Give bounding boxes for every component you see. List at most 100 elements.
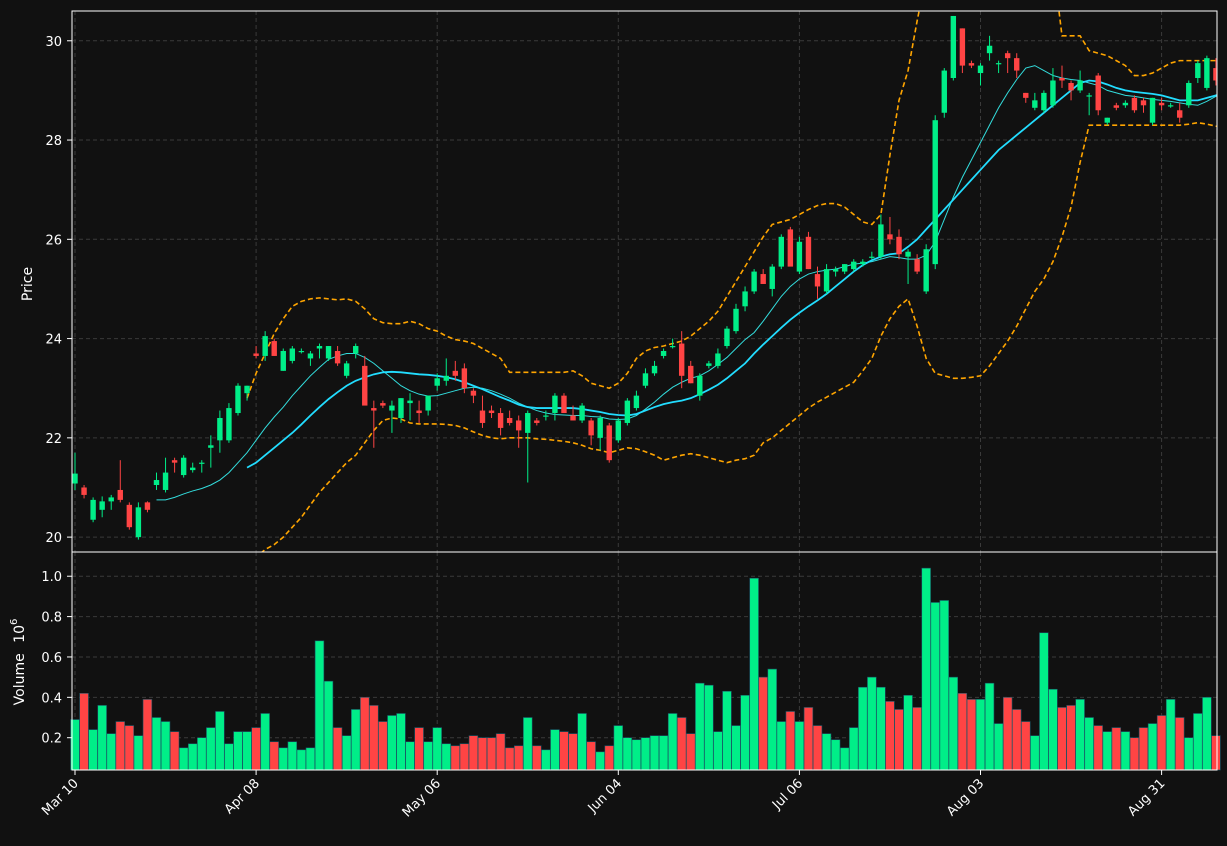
candle-body-up [751,272,756,292]
candle-body-down [453,371,458,376]
volume-bar [904,695,913,770]
volume-bar [560,732,569,770]
volume-bar [170,732,179,770]
volume-bar [89,730,98,770]
volume-bar [1175,718,1184,770]
candle-body-up [661,351,666,356]
candle-body-up [353,346,358,353]
volume-bar [786,711,795,770]
volume-bar [985,683,994,770]
candle-body-up [552,396,557,413]
candle-body-up [733,309,738,331]
volume-bar [324,681,333,770]
volume-bar [822,734,831,770]
candle-body-up [217,418,222,440]
candle-body-up [643,373,648,385]
volume-bar [1139,728,1148,770]
candle-body-down [914,259,919,271]
volume-bar [1157,716,1166,771]
candle-body-down [253,353,258,355]
candle-body-down [480,411,485,423]
volume-bar [777,722,786,770]
candle-body-up [407,401,412,403]
volume-bar [397,713,406,770]
volume-bar [315,641,324,770]
candle-body-down [815,274,820,286]
candle-body-down [534,420,539,422]
volume-bar [505,748,514,770]
candle-body-down [1132,98,1137,110]
volume-bar [551,730,560,770]
volume-label-word: Volume [12,653,28,705]
candle-body-down [498,413,503,428]
candle-body-up [326,346,331,358]
volume-bar [732,726,741,770]
volume-bar [596,752,605,770]
candle-body-down [1014,58,1019,70]
volume-bar [1085,718,1094,770]
price-tick-label: 30 [45,35,62,50]
volume-bar [460,744,469,770]
candle-body-up [851,262,856,269]
volume-bar [1148,724,1157,770]
candle-body-up [987,46,992,53]
volume-bar [116,722,125,770]
volume-bar [243,732,252,770]
candle-body-up [797,242,802,272]
candle-body-up [597,418,602,438]
volume-bar [759,677,768,770]
candle-body-up [706,363,711,365]
volume-bar [1212,736,1221,770]
volume-bar [831,740,840,770]
volume-bar [261,713,270,770]
volume-bar [143,699,152,770]
candle-body-down [1141,100,1146,105]
volume-bar [1067,705,1076,770]
volume-bar [406,742,415,770]
volume-bar [677,718,686,770]
candle-body-down [960,28,965,65]
volume-bar [1049,689,1058,770]
candle-body-up [425,396,430,411]
volume-bar [1021,722,1030,770]
candle-body-up [1105,118,1110,123]
volume-bar [80,693,89,770]
volume-bar [813,726,822,770]
volume-bar [1003,697,1012,770]
volume-bar [605,746,614,770]
candle-body-down [1114,105,1119,107]
volume-bar [1103,732,1112,770]
volume-bar [333,728,342,770]
volume-bar [750,578,759,770]
candle-body-up [525,413,530,433]
volume-bar [858,687,867,770]
volume-bar [922,568,931,770]
candle-body-up [99,501,104,509]
candle-body-down [416,411,421,413]
volume-bar [1193,713,1202,770]
volume-bar [840,748,849,770]
candle-body-down [462,368,467,388]
volume-bar [668,713,677,770]
candle-body-down [887,234,892,239]
candle-body-up [226,408,231,440]
candle-body-down [272,341,277,356]
candle-body-down [380,403,385,405]
candle-body-down [1068,83,1073,90]
candle-body-up [190,468,195,470]
candle-body-up [1077,80,1082,90]
candle-body-down [516,420,521,430]
volume-bar [1058,707,1067,770]
candle-body-down [507,418,512,423]
volume-bar [1039,633,1048,770]
volume-bar [913,707,922,770]
volume-bar [886,701,895,770]
candle-body-down [561,396,566,413]
candle-body-up [435,378,440,385]
volume-bar [578,713,587,770]
candle-body-up [770,267,775,289]
candle-body-up [824,269,829,291]
volume-bar [795,722,804,770]
volume-bar [514,746,523,770]
